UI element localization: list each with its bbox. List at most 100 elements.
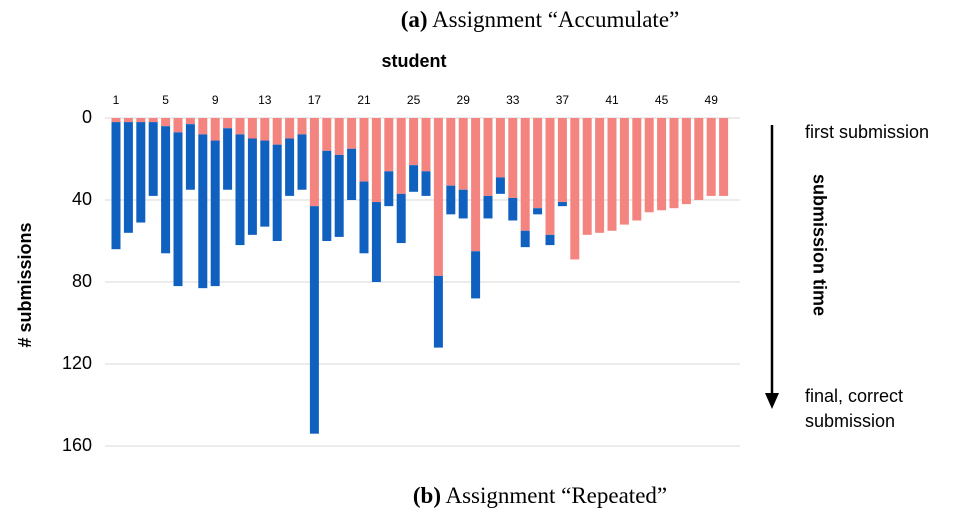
caption-label: (b) xyxy=(413,483,441,508)
bar-segment xyxy=(694,118,704,200)
bar-segment xyxy=(334,154,344,237)
bar-segment xyxy=(272,118,282,145)
x-tick-label: 29 xyxy=(457,93,471,107)
y-axis-label: # submissions xyxy=(15,222,35,347)
caption-top: (a) Assignment “Accumulate” xyxy=(401,7,679,32)
bar-segment xyxy=(111,118,121,123)
bar-segment xyxy=(161,118,171,127)
bar-segment xyxy=(396,193,406,244)
bar-segment xyxy=(458,189,468,219)
x-tick-label: 21 xyxy=(357,93,371,107)
bar-segment xyxy=(272,144,282,241)
caption-bottom: (b) Assignment “Repeated” xyxy=(413,483,667,508)
bar-segment xyxy=(644,118,654,213)
bar-segment xyxy=(409,165,419,192)
y-tick-label: 160 xyxy=(62,435,92,455)
x-tick-label: 33 xyxy=(506,93,520,107)
bar-segment xyxy=(533,208,543,215)
bar-segment xyxy=(607,118,617,231)
bar-segment xyxy=(136,122,146,223)
bar-segment xyxy=(223,118,233,129)
bar-segment xyxy=(520,230,530,248)
bar-segment xyxy=(471,118,481,252)
bar-segment xyxy=(409,118,419,166)
x-tick-label: 41 xyxy=(605,93,619,107)
bar-segment xyxy=(545,234,555,246)
bar-segment xyxy=(173,132,183,287)
bar-segment xyxy=(508,118,518,198)
bar-segment xyxy=(359,118,369,182)
bar-segment xyxy=(557,202,567,207)
x-tick-label: 5 xyxy=(162,93,169,107)
bar-segment xyxy=(433,275,443,348)
bar-segment xyxy=(508,197,518,221)
bar-segment xyxy=(719,118,729,196)
bar-segment xyxy=(210,118,220,141)
bar-segment xyxy=(148,122,158,196)
caption-text: Assignment “Accumulate” xyxy=(432,7,679,32)
bar-segment xyxy=(136,118,146,123)
bar-segment xyxy=(533,118,543,209)
bar-segment xyxy=(123,122,133,233)
bar-segment xyxy=(495,177,505,194)
bar-segment xyxy=(247,118,257,139)
bar-segment xyxy=(483,118,493,196)
bar-segment xyxy=(309,206,319,434)
bar-segment xyxy=(322,150,332,241)
bar-segment xyxy=(161,126,171,254)
bar-segment xyxy=(371,202,381,282)
bar-segment xyxy=(247,138,257,235)
x-tick-label: 49 xyxy=(705,93,719,107)
bar-segment xyxy=(371,118,381,203)
bar-segment xyxy=(347,148,357,200)
caption-label: (a) xyxy=(401,7,428,32)
bar-segment xyxy=(235,118,245,135)
bar-segment xyxy=(446,185,456,215)
bar-segment xyxy=(545,118,555,235)
bar-segment xyxy=(433,118,443,276)
y-tick-label: 120 xyxy=(62,353,92,373)
caption-text: Assignment “Repeated” xyxy=(445,483,667,508)
bar-segment xyxy=(309,118,319,207)
bar-segment xyxy=(173,118,183,133)
bar-segment xyxy=(185,124,195,190)
bar-segment xyxy=(483,195,493,219)
bar-segment xyxy=(495,118,505,178)
bar-segment xyxy=(384,171,394,207)
side-bottom: submission xyxy=(805,411,895,431)
bar-segment xyxy=(421,171,431,196)
bar-segment xyxy=(285,138,295,196)
bar-segment xyxy=(223,128,233,190)
bar-segment xyxy=(657,118,667,211)
bar-segment xyxy=(235,134,245,246)
bar-segment xyxy=(359,181,369,254)
bar-segment xyxy=(570,118,580,260)
arrow-head xyxy=(765,393,779,409)
x-tick-label: 37 xyxy=(556,93,570,107)
bar-segment xyxy=(123,118,133,123)
bar-segment xyxy=(347,118,357,149)
side-bottom: final, correct xyxy=(805,386,903,406)
y-tick-label: 80 xyxy=(72,271,92,291)
x-tick-label: 1 xyxy=(113,93,120,107)
bar-segment xyxy=(185,118,195,125)
bar-segment xyxy=(148,118,158,123)
bar-segment xyxy=(260,140,270,227)
bar-segment xyxy=(669,118,679,209)
x-tick-label: 9 xyxy=(212,93,219,107)
bar-segment xyxy=(334,118,344,155)
bar-segment xyxy=(198,134,208,289)
bar-segment xyxy=(619,118,629,225)
bar-segment xyxy=(198,118,208,135)
bar-segment xyxy=(297,118,307,135)
x-tick-label: 13 xyxy=(258,93,272,107)
bar-segment xyxy=(285,118,295,139)
bar-segment xyxy=(111,122,121,250)
bar-segment xyxy=(396,118,406,194)
bar-segment xyxy=(471,251,481,299)
x-axis-label: student xyxy=(382,51,447,71)
x-tick-label: 45 xyxy=(655,93,669,107)
side-top: first submission xyxy=(805,122,929,142)
x-tick-label: 25 xyxy=(407,93,421,107)
